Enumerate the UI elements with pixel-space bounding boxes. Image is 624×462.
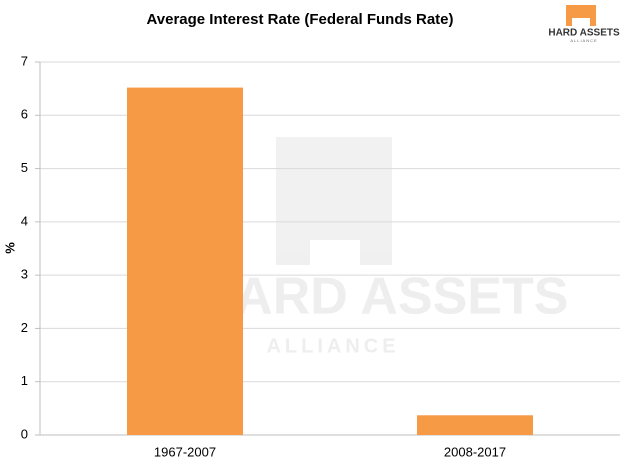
watermark-tagline: ALLIANCE bbox=[266, 335, 399, 357]
logo-icon bbox=[566, 5, 596, 26]
y-axis-label: % bbox=[2, 242, 17, 254]
watermark-name: HARD ASSETS bbox=[198, 268, 569, 326]
bar bbox=[127, 87, 243, 435]
x-tick-label: 1967-2007 bbox=[154, 444, 216, 459]
y-tick-label: 4 bbox=[21, 213, 28, 228]
logo-tagline: ALLIANCE bbox=[570, 38, 597, 43]
y-tick-label: 7 bbox=[21, 53, 28, 68]
y-tick-label: 0 bbox=[21, 426, 28, 441]
logo-name: HARD ASSETS bbox=[548, 28, 620, 39]
chart-title: Average Interest Rate (Federal Funds Rat… bbox=[146, 11, 453, 28]
bar bbox=[417, 415, 533, 435]
watermark-icon bbox=[276, 137, 392, 265]
watermark: HARD ASSETS ALLIANCE bbox=[198, 137, 569, 357]
y-tick-label: 5 bbox=[21, 160, 28, 175]
logo: HARD ASSETS ALLIANCE bbox=[548, 5, 620, 43]
y-tick-label: 1 bbox=[21, 373, 28, 388]
y-tick-label: 2 bbox=[21, 320, 28, 335]
y-tick-label: 6 bbox=[21, 107, 28, 122]
x-tick-label: 2008-2017 bbox=[444, 444, 506, 459]
y-tick-label: 3 bbox=[21, 267, 28, 282]
